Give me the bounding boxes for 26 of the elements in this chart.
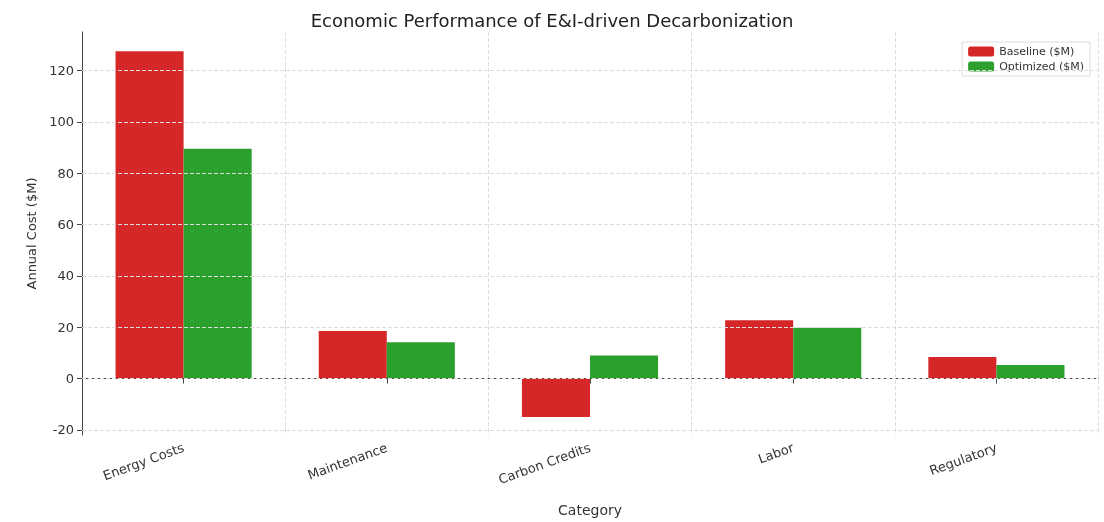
bar <box>590 355 659 379</box>
y-tick-label: 60 <box>57 217 74 233</box>
chart-title: Economic Performance of E&I-driven Decarbonization <box>310 9 794 31</box>
y-tick-label: 20 <box>57 319 74 335</box>
legend-label: Baseline ($M) <box>999 45 1075 58</box>
bar <box>725 320 794 379</box>
bar <box>793 327 862 379</box>
y-tick-label: 120 <box>49 63 74 78</box>
y-tick-label: 100 <box>49 114 74 130</box>
y-tick-label: 0 <box>65 371 74 387</box>
bar <box>521 378 590 418</box>
x-axis-title: Category <box>558 502 622 518</box>
y-tick-label: 80 <box>57 165 74 181</box>
bar <box>996 364 1065 379</box>
x-tick-label: Energy Costs <box>100 439 187 484</box>
legend-label: Optimized ($M) <box>999 60 1084 73</box>
y-axis-title: Annual Cost ($M) <box>24 177 40 290</box>
y-tick-label: -20 <box>52 422 74 438</box>
bar <box>318 331 387 379</box>
y-tick-label: 40 <box>57 268 74 284</box>
x-tick-label: Carbon Credits <box>496 439 593 488</box>
bar <box>386 342 455 379</box>
x-tick-label: Labor <box>756 439 797 467</box>
bar <box>115 51 184 379</box>
bar <box>928 356 997 379</box>
bar <box>183 148 252 379</box>
